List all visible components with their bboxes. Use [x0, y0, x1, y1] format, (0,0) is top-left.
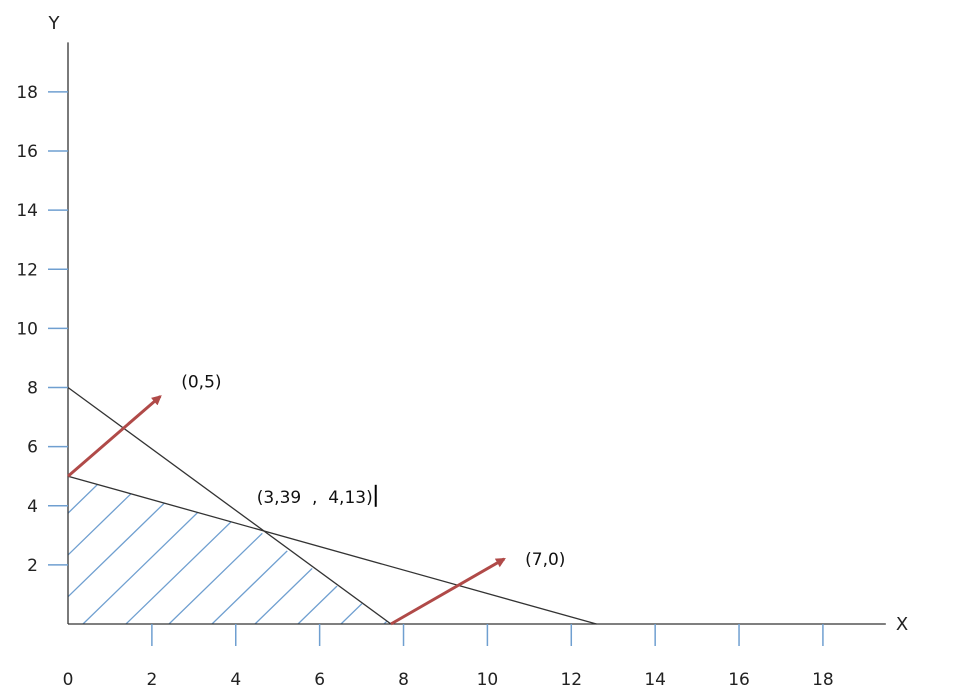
hatch-line: [599, 449, 779, 624]
x-tick-label: 14: [644, 670, 666, 690]
hatch-line: [297, 476, 391, 624]
y-tick-label: 16: [16, 142, 38, 162]
y-axis-label: Y: [48, 13, 61, 34]
hatch-line: [68, 476, 178, 624]
annotation-label: (3,39 , 4,13): [257, 488, 373, 508]
x-tick-label: 2: [146, 670, 157, 690]
annotation-arrow: [67, 395, 162, 478]
x-tick-label: 6: [314, 670, 325, 690]
annotation-label: (0,5): [181, 373, 221, 393]
hatch-line: [68, 476, 92, 624]
hatch-line: [0, 449, 48, 624]
hatch-line: [82, 476, 264, 624]
constraint-line: [67, 475, 597, 625]
y-tick-label: 2: [27, 556, 38, 576]
hatch-line: [513, 449, 693, 624]
hatch-line: [383, 476, 391, 624]
y-tick-label: 14: [16, 201, 38, 221]
x-tick-label: 16: [728, 670, 750, 690]
hatch-line: [125, 476, 307, 624]
hatch-line: [642, 449, 822, 624]
y-tick-label: 8: [27, 379, 38, 399]
hatch-line: [556, 449, 736, 624]
constraint-line: [67, 386, 392, 625]
hatch-line: [470, 449, 650, 624]
x-axis-label: X: [896, 614, 908, 635]
hatch-line: [168, 476, 350, 624]
x-tick-label: 10: [477, 670, 499, 690]
hatch-line: [68, 476, 135, 624]
y-tick-label: 4: [27, 497, 38, 517]
y-tick-label: 6: [27, 438, 38, 458]
x-tick-label: 8: [398, 670, 409, 690]
y-tick-label: 10: [16, 319, 38, 339]
hatch-line: [427, 449, 607, 624]
feasible-region: [0, 449, 822, 624]
hatch-line: [211, 476, 391, 624]
x-tick-label: 4: [230, 670, 241, 690]
x-tick-label: 12: [560, 670, 582, 690]
hatch-line: [68, 476, 221, 624]
y-tick-label: 12: [16, 260, 38, 280]
annotation-label: (7,0): [525, 550, 565, 570]
y-tick-label: 18: [16, 83, 38, 103]
x-tick-label: 0: [63, 670, 74, 690]
x-tick-label: 18: [812, 670, 834, 690]
annotation-arrow: [390, 557, 506, 626]
hatch-line: [340, 476, 391, 624]
